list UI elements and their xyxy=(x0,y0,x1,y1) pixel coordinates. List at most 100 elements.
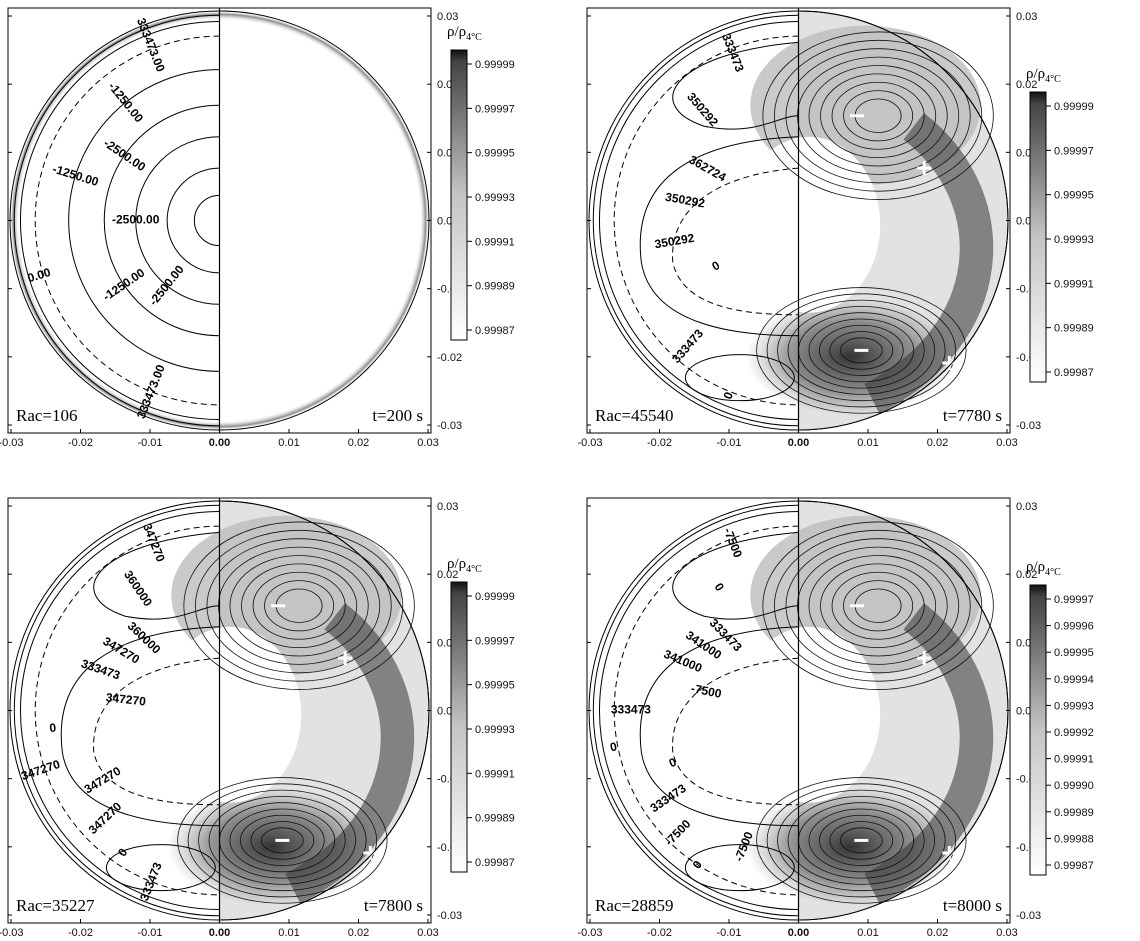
colorbar-gradient xyxy=(450,581,468,873)
colorbar-gradient xyxy=(450,49,468,341)
lower-streamline xyxy=(260,827,304,854)
colorbar: ρ/ρ4°C 0.99999 0.99997 0.99995 0.99993 0.9999… xyxy=(447,556,515,873)
isoline xyxy=(13,504,220,917)
colorbar-tick-label: 0.99999 xyxy=(475,591,515,603)
colorbar-tick-label: 0.99989 xyxy=(475,813,515,825)
lower-streamline xyxy=(808,808,915,873)
upper-streamline xyxy=(195,529,404,682)
colorbar: ρ/ρ4°C 0.99997 0.99996 0.99995 0.99994 0.9999… xyxy=(1026,559,1094,876)
upper-streamline xyxy=(762,31,994,200)
colorbar-title: ρ/ρ4°C xyxy=(1026,559,1061,578)
colorbar-tick-label: 0.99990 xyxy=(1054,780,1094,792)
upper-streamline xyxy=(843,90,914,142)
colorbar-tick-label: 0.99987 xyxy=(1054,860,1094,872)
lower-streamline xyxy=(250,821,315,860)
colorbar-tick-label: 0.99999 xyxy=(475,59,515,71)
lower-streamline xyxy=(839,827,883,854)
isoline xyxy=(592,504,799,917)
isoline xyxy=(13,14,220,427)
isoline xyxy=(672,531,799,620)
isoline xyxy=(103,104,220,337)
rac-label: Rac=106 xyxy=(16,406,78,425)
colorbar-tick-label: 0.99993 xyxy=(1054,700,1094,712)
x-tick-label: 0.03 xyxy=(417,437,438,449)
y-tick-label: 0.02 xyxy=(1016,79,1037,91)
colorbar-tick-label: 0.99999 xyxy=(1054,101,1094,113)
lower-streamline xyxy=(787,305,936,395)
colorbar-tick-label: 0.99997 xyxy=(475,103,515,115)
colorbar-tick-label: 0.99995 xyxy=(475,148,515,160)
upper-streamline xyxy=(264,580,335,632)
rac-label: Rac=35227 xyxy=(16,896,95,915)
lower-streamline xyxy=(756,777,967,904)
colorbar-gradient xyxy=(1029,584,1047,876)
y-tick-label: -0.03 xyxy=(1016,910,1041,922)
isoline xyxy=(135,136,220,305)
rac-label: Rac=45540 xyxy=(595,406,674,425)
lower-streamline xyxy=(198,789,367,892)
time-label: t=200 s xyxy=(372,406,423,425)
contour-label: 347270 xyxy=(105,690,147,708)
upper-streamline xyxy=(762,521,994,690)
y-tick-label: 0.02 xyxy=(437,569,458,581)
x-tick-label: -0.03 xyxy=(577,437,602,449)
y-tick-label: -0.02 xyxy=(437,352,462,364)
y-tick-label: 0.03 xyxy=(437,501,458,513)
colorbar-tick-label: 0.99987 xyxy=(475,857,515,869)
isoline xyxy=(19,510,220,911)
x-tick-label: 0.02 xyxy=(927,437,948,449)
upper-streamline xyxy=(831,571,925,640)
x-tick-label: -0.01 xyxy=(137,927,162,939)
lower-streamline xyxy=(829,331,894,370)
colorbar-tick-label: 0.99987 xyxy=(475,325,515,337)
isoline xyxy=(672,41,799,130)
colorbar: ρ/ρ4°C 0.99999 0.99997 0.99995 0.99993 0.9999… xyxy=(447,24,515,341)
chart-panel-3: 3472703600003600003472703334733472700347… xyxy=(0,497,515,939)
colorbar-tick-label: 0.99989 xyxy=(1054,807,1094,819)
y-tick-label: 0.03 xyxy=(1016,501,1037,513)
contour-label: 0 xyxy=(609,739,619,754)
y-tick-label: 0.03 xyxy=(437,11,458,23)
x-tick-label: 0.03 xyxy=(996,927,1017,939)
lower-streamline xyxy=(756,287,967,414)
colorbar-tick-label: 0.99991 xyxy=(1054,278,1094,290)
x-tick-label: -0.01 xyxy=(137,437,162,449)
isoline xyxy=(19,20,220,421)
isoline xyxy=(105,844,216,892)
rac-label: Rac=28859 xyxy=(595,896,674,915)
contour-label: 0 xyxy=(721,390,737,402)
isoline xyxy=(598,20,799,421)
x-tick-label: 0.00 xyxy=(788,927,809,939)
y-tick-label: 0.03 xyxy=(1016,11,1037,23)
x-tick-label: 0.02 xyxy=(348,437,369,449)
upper-streamline xyxy=(183,521,415,690)
colorbar-title: ρ/ρ4°C xyxy=(447,24,482,43)
x-tick-label: -0.03 xyxy=(0,927,24,939)
x-tick-label: -0.01 xyxy=(716,927,741,939)
lower-streamline xyxy=(819,324,904,376)
x-tick-label: -0.02 xyxy=(68,437,93,449)
x-tick-label: 0.01 xyxy=(278,437,299,449)
lower-streamline xyxy=(787,795,936,885)
colorbar: ρ/ρ4°C 0.99999 0.99997 0.99995 0.99993 0.9999… xyxy=(1026,66,1094,383)
lower-streamline xyxy=(766,293,957,408)
lower-streamline xyxy=(777,789,946,892)
x-tick-label: -0.03 xyxy=(577,927,602,939)
contour-label: 333473 xyxy=(611,703,651,717)
upper-streamline xyxy=(785,538,971,674)
colorbar-tick-label: 0.99994 xyxy=(1054,674,1094,686)
isoline xyxy=(166,167,220,274)
time-label: t=8000 s xyxy=(943,896,1002,915)
x-tick-label: 0.03 xyxy=(417,927,438,939)
upper-streamline xyxy=(229,555,369,657)
upper-streamline xyxy=(831,81,925,150)
isoline-zero xyxy=(672,657,799,806)
x-tick-label: 0.02 xyxy=(348,927,369,939)
isoline-zero xyxy=(672,167,799,316)
colorbar-tick-label: 0.99996 xyxy=(1054,621,1094,633)
isoline xyxy=(93,531,220,620)
upper-streamline xyxy=(774,39,983,192)
x-tick-label: 0.00 xyxy=(209,927,230,939)
x-tick-label: 0.01 xyxy=(278,927,299,939)
